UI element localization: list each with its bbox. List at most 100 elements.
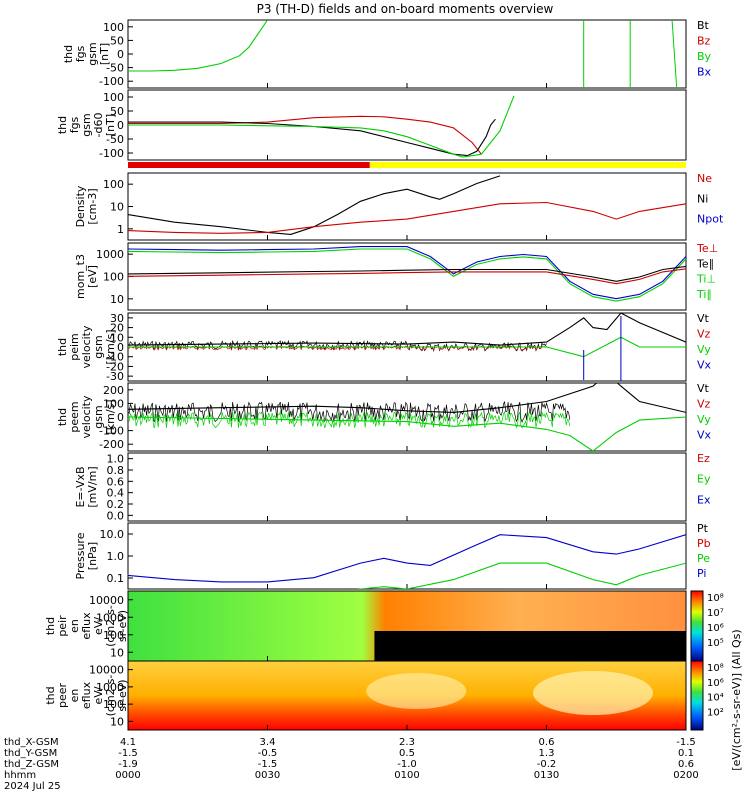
legend-temp: Ti⊥ (696, 273, 716, 286)
ytick-label-peir: 1000 (96, 611, 124, 624)
ytick-label-efield: 0.8 (107, 464, 125, 477)
mode-bar-segment (369, 162, 686, 168)
ylabel-peem_v: thd (56, 408, 69, 426)
footer-row-label: thd_X-GSM (4, 737, 59, 748)
ytick-label-peir: 10000 (89, 594, 124, 607)
legend-temp: Te∥ (696, 257, 714, 270)
colorbar-lower (690, 660, 704, 731)
ytick-label-peim_v: -10 (106, 351, 124, 364)
ytick-label-fgs_d: 100 (103, 91, 124, 104)
footer-value-y: 1.3 (539, 748, 555, 759)
ylabel-pressure: Pressure (74, 532, 87, 579)
footer-row-label: hhmm (4, 770, 36, 781)
ytick-label-peer: 100 (103, 698, 124, 711)
peim-vz-noise (128, 345, 547, 351)
colorbar-tick-label: 10⁸ (707, 663, 724, 674)
ytick-label-peem_v: 0 (117, 411, 124, 424)
footer-row-label: thd_Y-GSM (4, 748, 57, 759)
peem-vt-noise (128, 400, 571, 423)
ytick-label-peir: 10 (110, 646, 124, 659)
ylabel-fgs_d: -d60 (92, 113, 105, 138)
footer-row-label: 2024 Jul 25 (4, 781, 61, 792)
ylabel-fgs: [nT] (98, 43, 111, 65)
legend-pressure: Pi (697, 567, 706, 580)
ytick-label-density: 10 (110, 201, 124, 214)
footer-value-t: 0030 (255, 770, 280, 781)
legend-peem_v: Vt (697, 382, 710, 395)
legend-efield: Ex (697, 493, 711, 506)
footer-value-y: -0.5 (258, 748, 278, 759)
ylabel-peer: peer (56, 683, 69, 709)
footer-value-z: 0.6 (678, 759, 694, 770)
legend-fgs: Bz (697, 35, 711, 48)
legend-peem_v: Vz (697, 398, 711, 411)
ylabel-fgs_d: fgs (68, 116, 81, 133)
ylabel-peir: peir (56, 615, 69, 637)
temp-te-perp-line (128, 268, 686, 285)
footer-value-t: 0000 (115, 770, 140, 781)
colorbars-group: 10⁸ 10⁷ 10⁶ 10⁵ 10⁸ 10⁶ 10⁴ 10² [eV/(cm²-s-sr-eV… (690, 590, 743, 771)
ytick-label-peem_v: 200 (103, 384, 124, 397)
colorbar-upper (690, 590, 704, 662)
ylabel-peer: en (68, 689, 81, 703)
pressure-pe-line (356, 562, 686, 589)
colorbar-tick-label: 10⁸ (707, 593, 724, 604)
pressure-pi-line (128, 534, 686, 583)
legend-efield: Ey (697, 473, 711, 486)
colorbar-tick-label: 10⁷ (707, 608, 724, 619)
ytick-label-peim_v: 0 (117, 341, 124, 354)
legend-fgs: By (697, 50, 712, 63)
colorbar-tick-label: 10⁴ (707, 693, 724, 704)
legend-peim_v: Vt (697, 312, 710, 325)
ylabel-efield: E=-VxB (74, 466, 87, 507)
ytick-label-fgs_d: -100 (99, 147, 124, 160)
peer-bright-region-2 (366, 673, 467, 709)
footer-value-t: 0100 (394, 770, 419, 781)
ytick-label-fgs_d: 0 (117, 119, 124, 132)
peim-vx-jumps (583, 316, 622, 381)
ylabel-peim_v: [km/s] (104, 329, 117, 364)
legend-pressure: Pt (697, 522, 709, 535)
temp-te-par-line (128, 265, 686, 282)
footer-value-y: 0.5 (399, 748, 415, 759)
footer-value-z: -1.5 (258, 759, 278, 770)
ytick-label-efield: 1.0 (107, 453, 125, 466)
legend-pressure: Pb (697, 537, 711, 550)
ytick-label-peem_v: -100 (99, 425, 124, 438)
legend-pressure: Pe (697, 552, 710, 565)
legend-density: Npot (697, 213, 724, 226)
ylabel-peer: sr-eV) (116, 679, 129, 711)
ytick-label-temp: 10 (110, 293, 124, 306)
ylabel-density: Density (74, 185, 87, 227)
footer-value-y: -1.5 (118, 748, 138, 759)
legend-fgs: Bx (697, 66, 712, 79)
temp-ti-par-line (128, 248, 686, 302)
footer-row-label: thd_Z-GSM (4, 759, 59, 770)
ylabel-peem_v: [km/s] (104, 399, 117, 434)
panel-frame-temp (127, 242, 687, 311)
ytick-label-peem_v: 100 (103, 397, 124, 410)
peem-vy-noise (128, 410, 571, 429)
peem-vy-line (128, 416, 686, 451)
ylabel-pressure: [nPa] (86, 542, 99, 570)
ylabel-peir: (cm2-s- (104, 605, 117, 647)
ylabel-peir: sr-eV) (116, 610, 129, 642)
ylabel-temp: [eV] (86, 265, 99, 288)
panel-frame-efield (127, 452, 687, 522)
ylabel-peim_v: velocity (80, 325, 93, 368)
ytick-label-fgs_d: -50 (106, 133, 124, 146)
peer-bright-region (533, 671, 653, 715)
footer-value-t: 0130 (534, 770, 559, 781)
legend-temp: Te⊥ (696, 242, 718, 255)
ytick-label-fgs: 50 (110, 34, 124, 47)
footer-value-y: 0.1 (678, 748, 694, 759)
panel-frame-density (127, 172, 687, 241)
fgs-by-line (128, 20, 268, 72)
ylabel-peer: thd (44, 686, 57, 704)
ylabel-fgs: gsm (86, 42, 99, 65)
legend-peem_v: Vx (697, 429, 712, 442)
colorbar-tick-label: 10² (707, 707, 724, 718)
ytick-label-peim_v: 20 (110, 322, 124, 335)
